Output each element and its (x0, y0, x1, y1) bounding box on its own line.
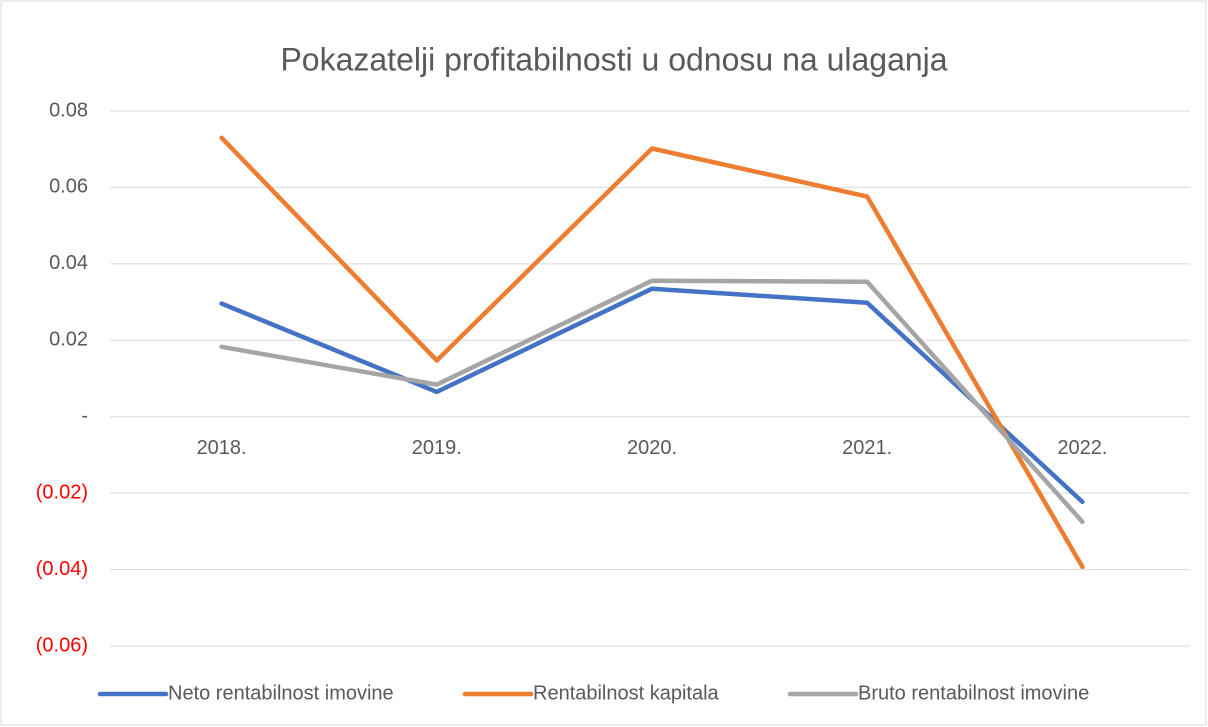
y-tick-label: 0.06 (49, 176, 88, 198)
y-tick-label: 0.04 (49, 252, 88, 274)
y-tick-label: - (81, 405, 88, 427)
chart-title: Pokazatelji profitabilnosti u odnosu na … (280, 41, 947, 77)
legend-label: Bruto rentabilnost imovine (858, 682, 1089, 704)
y-tick-label: 0.08 (49, 99, 88, 121)
legend-label: Rentabilnost kapitala (533, 682, 720, 704)
y-tick-label: (0.04) (36, 558, 88, 580)
series-line (219, 135, 1085, 570)
x-tick-label: 2021. (842, 437, 892, 459)
x-tick-label: 2018. (197, 437, 247, 459)
y-tick-label: (0.02) (36, 481, 88, 503)
x-tick-label: 2019. (412, 437, 462, 459)
x-tick-label: 2020. (627, 437, 677, 459)
y-tick-label: 0.02 (49, 329, 88, 351)
legend-label: Neto rentabilnost imovine (168, 682, 394, 704)
y-tick-label: (0.06) (36, 634, 88, 656)
x-tick-label: 2022. (1057, 437, 1107, 459)
series-line (219, 286, 1085, 505)
series-line (219, 278, 1085, 525)
